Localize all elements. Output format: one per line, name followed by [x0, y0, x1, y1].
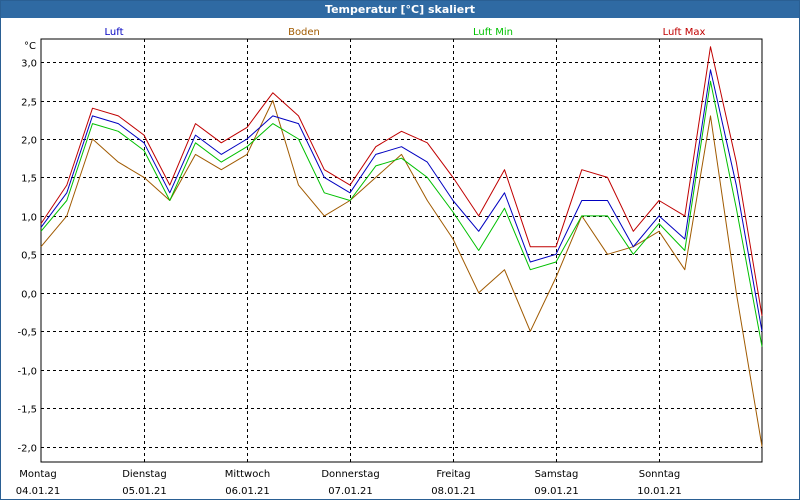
y-axis-label: °C — [24, 41, 36, 52]
x-tick-weekday: Sonntag — [639, 469, 681, 480]
x-tick-weekday: Mittwoch — [225, 469, 270, 480]
x-tick-weekday: Samstag — [535, 469, 579, 480]
x-tick-weekday: Montag — [19, 469, 56, 480]
y-tick-label: 2,0 — [21, 136, 37, 147]
plot-frame — [40, 38, 763, 463]
y-tick-label: 1,5 — [21, 174, 37, 185]
y-tick-label: -1,0 — [17, 367, 37, 378]
y-tick-label: 0,5 — [21, 251, 37, 262]
legend-entry: Boden — [288, 27, 320, 38]
y-tick-label: 1,0 — [21, 213, 37, 224]
x-tick-weekday: Donnerstag — [321, 469, 379, 480]
x-tick-date: 06.01.21 — [225, 486, 270, 497]
x-tick-date: 10.01.21 — [637, 486, 682, 497]
legend-entry: Luft — [105, 27, 124, 38]
y-tick-label: -0,5 — [17, 328, 37, 339]
x-tick-date: 05.01.21 — [122, 486, 167, 497]
window-title: Temperatur [°C] skaliert — [1, 1, 799, 18]
series-line — [40, 80, 763, 347]
x-tick-weekday: Freitag — [436, 469, 470, 480]
legend-entry: Luft Min — [473, 27, 513, 38]
x-tick-date: 09.01.21 — [534, 486, 579, 497]
legend-entry: Luft Max — [663, 27, 706, 38]
series-line — [40, 100, 763, 447]
x-tick-date: 07.01.21 — [328, 486, 373, 497]
y-tick-label: -1,5 — [17, 405, 37, 416]
series-line — [40, 46, 763, 316]
x-tick-date: 08.01.21 — [431, 486, 476, 497]
y-tick-label: 0,0 — [21, 290, 37, 301]
y-tick-label: 3,0 — [21, 59, 37, 70]
x-tick-date: 04.01.21 — [16, 486, 61, 497]
x-tick-weekday: Dienstag — [122, 469, 167, 480]
y-tick-label: 2,5 — [21, 98, 37, 109]
series-line — [40, 69, 763, 332]
y-tick-label: -2,0 — [17, 444, 37, 455]
